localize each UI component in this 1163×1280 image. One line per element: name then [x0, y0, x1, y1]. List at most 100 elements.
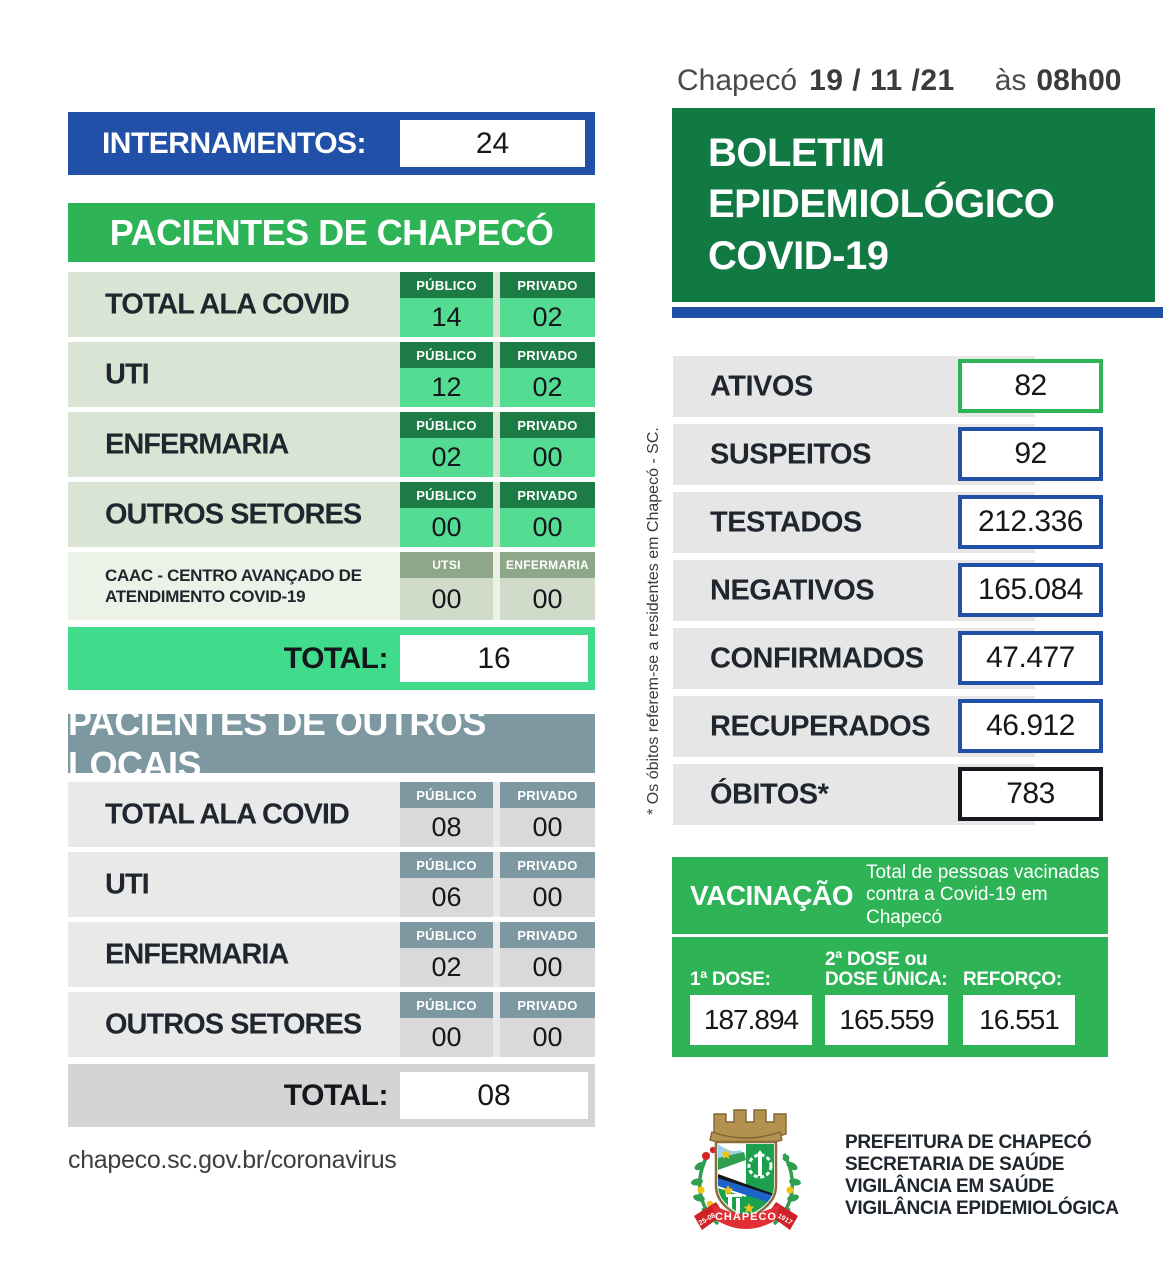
row-label: OUTROS SETORES [105, 1008, 362, 1040]
public-header: PÚBLICO [400, 922, 493, 948]
table-row: OUTROS SETORES PÚBLICO 00 PRIVADO 00 [68, 992, 595, 1057]
public-cell: PÚBLICO 12 [400, 342, 493, 407]
public-cell: PÚBLICO 02 [400, 922, 493, 987]
private-cell: PRIVADO 00 [500, 992, 595, 1057]
private-header: PRIVADO [500, 782, 595, 808]
bulletin-title: BOLETIM EPIDEMIOLÓGICO COVID-19 [672, 108, 1155, 302]
total-value: 16 [400, 635, 588, 682]
private-header: PRIVADO [500, 922, 595, 948]
table-row: UTI PÚBLICO 06 PRIVADO 00 [68, 852, 595, 917]
dose3-column: REFORÇO: 16.551 [963, 943, 1075, 1057]
stat-row-negativos: NEGATIVOS 165.084 [673, 560, 1103, 621]
org-line2: SECRETARIA DE SAÚDE [845, 1154, 1065, 1175]
public-value: 02 [400, 438, 493, 477]
stat-value: 46.912 [958, 699, 1103, 753]
mural-crown [709, 1109, 787, 1147]
public-value: 14 [400, 298, 493, 337]
ribbon-banner: CHAPECO 25-08 1917 [694, 1202, 798, 1230]
private-cell: PRIVADO 00 [500, 412, 595, 477]
chapeco-total-row: TOTAL: 16 [68, 627, 595, 690]
row-label: UTI [105, 358, 150, 390]
private-header: PRIVADO [500, 272, 595, 298]
stat-label: NEGATIVOS [710, 574, 875, 606]
stat-label: CONFIRMADOS [710, 642, 924, 674]
total-label: TOTAL: [283, 641, 389, 675]
private-header: PRIVADO [500, 482, 595, 508]
bulletin-title-line1: BOLETIM [708, 131, 885, 176]
chapeco-crest-logo: CHAPECO 25-08 1917 [691, 1109, 801, 1230]
utsi-header: UTSI [400, 552, 493, 578]
row-label: OUTROS SETORES [105, 498, 362, 530]
public-value: 02 [400, 948, 493, 987]
organization-block: PREFEITURA DE CHAPECÓ SECRETARIA DE SAÚD… [845, 1132, 1119, 1220]
stat-row-suspeitos: SUSPEITOS 92 [673, 424, 1103, 485]
org-line4: VIGILÂNCIA EPIDEMIOLÓGICA [845, 1198, 1119, 1219]
dateline-city: Chapecó [677, 64, 798, 97]
private-cell: PRIVADO 02 [500, 272, 595, 337]
public-cell: PÚBLICO 08 [400, 782, 493, 847]
table-row: TOTAL ALA COVID PÚBLICO 08 PRIVADO 00 [68, 782, 595, 847]
internments-value: 24 [400, 120, 585, 167]
stat-label: ÓBITOS* [710, 778, 829, 810]
public-value: 08 [400, 808, 493, 847]
public-value: 12 [400, 368, 493, 407]
caac-label: CAAC - CENTRO AVANÇADO DE ATENDIMENTO CO… [105, 565, 362, 608]
public-header: PÚBLICO [400, 342, 493, 368]
public-cell: PÚBLICO 02 [400, 412, 493, 477]
dose2-label: 2ª DOSE ou DOSE ÚNICA: [825, 948, 948, 991]
row-label: TOTAL ALA COVID [105, 288, 350, 320]
outros-table-title: PACIENTES DE OUTROS LOCAIS [68, 702, 595, 785]
private-value: 02 [500, 298, 595, 337]
public-value: 06 [400, 878, 493, 917]
table-row: OUTROS SETORES PÚBLICO 00 PRIVADO 00 [68, 482, 595, 547]
caac-row: CAAC - CENTRO AVANÇADO DE ATENDIMENTO CO… [68, 552, 595, 620]
bulletin-title-line3: COVID-19 [708, 233, 889, 278]
public-value: 00 [400, 508, 493, 547]
coronavirus-website-link[interactable]: chapeco.sc.gov.br/coronavirus [68, 1146, 397, 1174]
stat-row-obitos: ÓBITOS* 783 [673, 764, 1103, 825]
private-value: 00 [500, 878, 595, 917]
dose1-label: 1ª DOSE: [690, 969, 771, 991]
table-row: UTI PÚBLICO 12 PRIVADO 02 [68, 342, 595, 407]
private-value: 02 [500, 368, 595, 407]
public-header: PÚBLICO [400, 852, 493, 878]
stat-value: 783 [958, 767, 1103, 821]
crest-banner-text: CHAPECO [715, 1211, 777, 1223]
private-header: PRIVADO [500, 412, 595, 438]
stat-row-recuperados: RECUPERADOS 46.912 [673, 696, 1103, 757]
utsi-value: 00 [400, 578, 493, 620]
stat-value: 82 [958, 359, 1103, 413]
private-cell: PRIVADO 00 [500, 482, 595, 547]
dose1-column: 1ª DOSE: 187.894 [690, 943, 812, 1057]
private-value: 00 [500, 438, 595, 477]
private-value: 00 [500, 1018, 595, 1057]
private-value: 00 [500, 508, 595, 547]
blue-divider-bar [672, 307, 1163, 318]
stars [720, 1149, 755, 1213]
vaccination-panel: VACINAÇÃO Total de pessoas vacinadas con… [672, 857, 1108, 1057]
utsi-cell: UTSI 00 [400, 552, 493, 620]
vaccination-title: VACINAÇÃO [690, 879, 853, 911]
row-label: TOTAL ALA COVID [105, 798, 350, 830]
private-cell: PRIVADO 00 [500, 922, 595, 987]
private-cell: PRIVADO 00 [500, 852, 595, 917]
stat-label: RECUPERADOS [710, 710, 931, 742]
public-value: 00 [400, 1018, 493, 1057]
stat-label: ATIVOS [710, 370, 813, 402]
public-header: PÚBLICO [400, 482, 493, 508]
stat-row-ativos: ATIVOS 82 [673, 356, 1103, 417]
private-cell: PRIVADO 02 [500, 342, 595, 407]
bulletin-title-line2: EPIDEMIOLÓGICO [708, 182, 1055, 227]
stat-label: TESTADOS [710, 506, 862, 538]
table-row: ENFERMARIA PÚBLICO 02 PRIVADO 00 [68, 922, 595, 987]
dateline-at: às [994, 64, 1027, 97]
stat-label: SUSPEITOS [710, 438, 871, 470]
dose2-value: 165.559 [825, 995, 948, 1045]
deaths-footnote: * Os óbitos referem-se a residentes em C… [645, 427, 662, 815]
public-header: PÚBLICO [400, 782, 493, 808]
internments-label: INTERNAMENTOS: [101, 126, 367, 160]
row-label: ENFERMARIA [105, 428, 289, 460]
stat-value: 165.084 [958, 563, 1103, 617]
dose2-column: 2ª DOSE ou DOSE ÚNICA: 165.559 [825, 943, 948, 1057]
vaccination-subtitle: Total de pessoas vacinadas contra a Covi… [865, 861, 1100, 928]
